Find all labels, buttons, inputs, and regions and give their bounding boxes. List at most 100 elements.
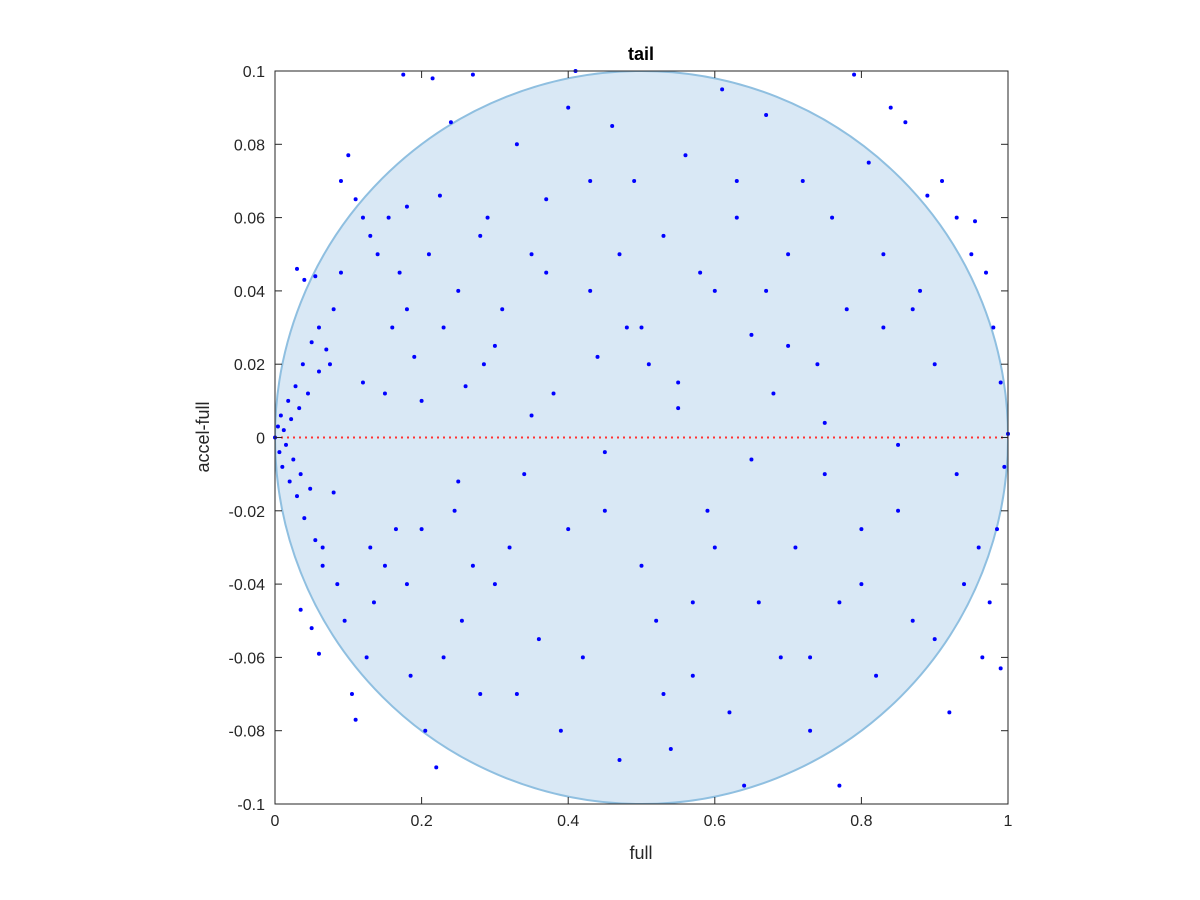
x-tick-label: 0.8 (850, 813, 872, 830)
scatter-point (881, 252, 886, 257)
scatter-point (980, 655, 985, 660)
scatter-point (360, 215, 365, 220)
y-tick-label: 0 (256, 431, 265, 448)
y-axis-label: accel-full (193, 401, 213, 472)
scatter-point (346, 153, 351, 158)
scatter-point (331, 307, 336, 312)
scatter-point (430, 76, 435, 81)
scatter-point (441, 655, 446, 660)
scatter-point (742, 783, 747, 788)
scatter-point (324, 347, 329, 352)
scatter-point (485, 215, 490, 220)
scatter-point (313, 538, 318, 543)
scatter-point (866, 160, 871, 165)
scatter-point (588, 178, 593, 183)
scatter-point (309, 340, 314, 345)
scatter-point (338, 178, 343, 183)
scatter-point (368, 233, 373, 238)
scatter-point (551, 391, 556, 396)
scatter-point (837, 600, 842, 605)
scatter-point (815, 362, 820, 367)
scatter-point (786, 252, 791, 257)
scatter-point (712, 545, 717, 550)
scatter-point (459, 618, 464, 623)
scatter-point (808, 655, 813, 660)
scatter-point (580, 655, 585, 660)
scatter-point (335, 582, 340, 587)
y-tick-label: 0.02 (234, 357, 265, 374)
scatter-point (991, 325, 996, 330)
scatter-point (874, 673, 879, 678)
x-tick-label: 0.4 (557, 813, 579, 830)
scatter-point (910, 307, 915, 312)
scatter-point (456, 479, 461, 484)
scatter-point (896, 442, 901, 447)
scatter-point (293, 384, 298, 389)
scatter-point (281, 428, 286, 433)
scatter-point (478, 692, 483, 697)
scatter-point (452, 508, 457, 513)
scatter-point (830, 215, 835, 220)
scatter-point (1002, 464, 1007, 469)
scatter-point (668, 747, 673, 752)
scatter-point (998, 380, 1003, 385)
y-tick-label: 0.04 (234, 284, 265, 301)
scatter-point (786, 343, 791, 348)
scatter-point (764, 288, 769, 293)
scatter-point (984, 270, 989, 275)
scatter-point (566, 105, 571, 110)
scatter-point (404, 204, 409, 209)
scatter-point (382, 563, 387, 568)
scatter-point (661, 692, 666, 697)
scatter-point (316, 369, 321, 374)
scatter-point (320, 545, 325, 550)
scatter-point (632, 178, 637, 183)
scatter-point (309, 626, 314, 631)
scatter-point (947, 710, 952, 715)
scatter-point (456, 288, 461, 293)
scatter-point (302, 277, 307, 282)
scatter-point (353, 197, 358, 202)
scatter-point (749, 332, 754, 337)
scatter-point (969, 252, 974, 257)
scatter-point (275, 424, 280, 429)
scatter-point (973, 219, 978, 224)
scatter-point (434, 765, 439, 770)
scatter-point (412, 354, 417, 359)
scatter-point (390, 325, 395, 330)
scatter-point (705, 508, 710, 513)
scatter-point (793, 545, 798, 550)
scatter-point (419, 527, 424, 532)
scatter-point (298, 472, 303, 477)
scatter-points-layer (273, 69, 1010, 788)
scatter-point (316, 651, 321, 656)
scatter-point (294, 266, 299, 271)
y-tick-label: 0.08 (234, 137, 265, 154)
scatter-point (320, 563, 325, 568)
scatter-point (470, 72, 475, 77)
scatter-point (639, 325, 644, 330)
scatter-point (903, 120, 908, 125)
scatter-point (404, 307, 409, 312)
scatter-point (566, 527, 571, 532)
scatter-point (844, 307, 849, 312)
scatter-point (300, 362, 305, 367)
scatter-point (338, 270, 343, 275)
scatter-point (448, 120, 453, 125)
y-tick-label: -0.1 (237, 797, 265, 814)
scatter-point (478, 233, 483, 238)
scatter-point (470, 563, 475, 568)
scatter-point (364, 655, 369, 660)
scatter-point (932, 362, 937, 367)
scatter-point (408, 673, 413, 678)
scatter-point (426, 252, 431, 257)
scatter-point (654, 618, 659, 623)
scatter-point (500, 307, 505, 312)
scatter-point (837, 783, 842, 788)
scatter-point (676, 380, 681, 385)
scatter-point (289, 417, 294, 422)
y-tick-label: -0.04 (229, 577, 266, 594)
scatter-point (558, 728, 563, 733)
scatter-point (690, 673, 695, 678)
